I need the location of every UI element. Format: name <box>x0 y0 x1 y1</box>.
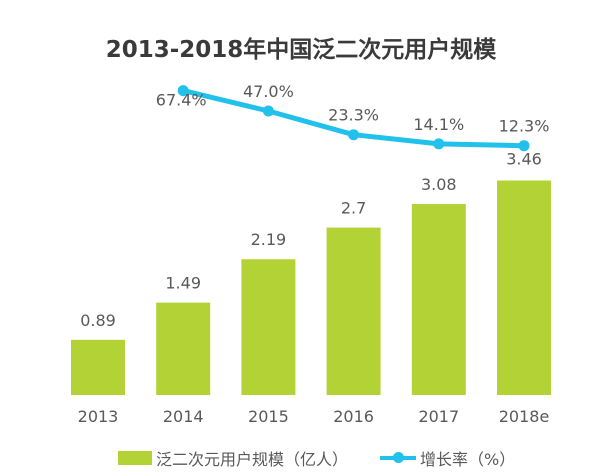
line-data-label: 12.3% <box>499 117 550 136</box>
bar <box>326 227 381 395</box>
bar-data-label: 3.46 <box>506 149 542 168</box>
bar <box>71 339 125 395</box>
legend-bar: 泛二次元用户规模（亿人） <box>118 446 348 470</box>
line-point <box>433 138 445 150</box>
line-point <box>518 140 530 152</box>
legend-line: 增长率（%） <box>380 446 515 470</box>
bar <box>497 180 551 395</box>
legend-line-swatch <box>380 452 416 463</box>
line-data-label: 67.4% <box>156 91 207 110</box>
x-tick-label: 2013 <box>78 407 119 426</box>
line-point <box>262 105 274 117</box>
bar-data-label: 3.08 <box>421 175 457 194</box>
line-point <box>177 85 189 97</box>
bar <box>241 259 296 395</box>
bar-data-label: 2.7 <box>341 199 366 218</box>
bar <box>156 302 211 395</box>
legend-bar-label: 泛二次元用户规模（亿人） <box>156 450 349 469</box>
bar <box>411 204 466 395</box>
bar-data-label: 2.19 <box>251 230 287 249</box>
line-data-label: 14.1% <box>413 115 464 134</box>
legend-bar-swatch <box>118 451 152 465</box>
legend-line-label: 增长率（%） <box>420 450 516 469</box>
x-tick-label: 2014 <box>163 407 204 426</box>
x-tick-label: 2017 <box>418 407 459 426</box>
x-tick-label: 2018e <box>499 407 550 426</box>
bar-data-label: 1.49 <box>165 274 201 293</box>
line-data-label: 47.0% <box>243 82 294 101</box>
x-tick-label: 2015 <box>248 407 289 426</box>
line-point <box>348 129 360 141</box>
bar-data-label: 0.89 <box>80 311 116 330</box>
line-data-label: 23.3% <box>328 106 379 125</box>
chart-title: 2013-2018年中国泛二次元用户规模 <box>105 37 497 63</box>
x-tick-label: 2016 <box>333 407 374 426</box>
